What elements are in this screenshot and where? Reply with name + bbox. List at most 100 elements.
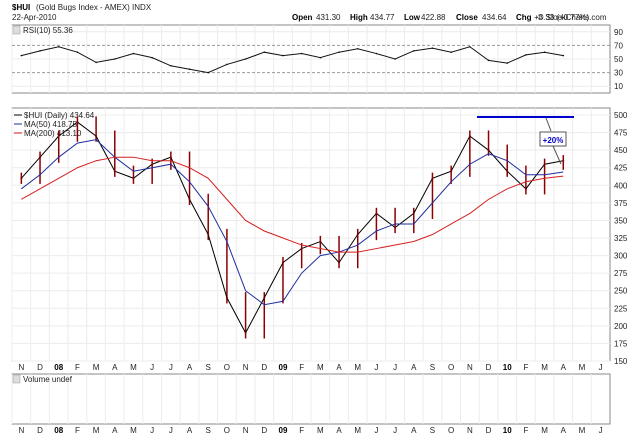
close-label: Close <box>456 13 478 22</box>
x-tick-label: M <box>541 363 548 372</box>
price-point <box>468 135 471 138</box>
legend-price: $HUI (Daily) 434.64 <box>24 111 95 120</box>
price-tick-label: 275 <box>614 269 628 278</box>
price-point <box>412 212 415 215</box>
open-label: Open <box>292 13 313 22</box>
x-tick-label-bottom: 08 <box>54 426 63 435</box>
x-tick-label: J <box>150 363 154 372</box>
x-tick-label: F <box>299 363 304 372</box>
index-name: (Gold Bugs Index - AMEX) INDX <box>36 3 152 12</box>
rsi-point <box>20 54 23 57</box>
legend-ma50: MA(50) 418.75 <box>24 120 77 129</box>
rsi-point <box>113 58 116 60</box>
x-tick-label-bottom: M <box>93 426 100 435</box>
price-point <box>57 135 60 138</box>
x-tick-label-bottom: D <box>486 426 492 435</box>
rsi-point <box>356 48 359 50</box>
rsi-point <box>300 52 303 55</box>
x-tick-label-bottom: M <box>579 426 586 435</box>
rsi-tick-label: 50 <box>614 55 623 64</box>
x-tick-label-bottom: M <box>541 426 548 435</box>
rsi-point <box>39 50 41 52</box>
volume-collapse-icon[interactable] <box>12 374 21 384</box>
x-tick-label-bottom: F <box>75 426 80 435</box>
price-point <box>375 212 378 215</box>
x-tick-label-bottom: A <box>561 426 567 435</box>
rsi-point <box>76 51 79 53</box>
rsi-point <box>431 47 434 49</box>
low-value: 422.88 <box>421 13 446 22</box>
x-tick-label-bottom: M <box>130 426 137 435</box>
rsi-point <box>244 58 247 60</box>
price-series-line <box>20 121 564 334</box>
price-point <box>113 170 116 173</box>
percent-callout: +20% <box>543 136 564 145</box>
price-tick-label: 375 <box>614 199 628 208</box>
rsi-collapse-icon[interactable] <box>12 25 21 35</box>
price-tick-label: 425 <box>614 164 628 173</box>
x-tick-label: D <box>486 363 492 372</box>
rsi-point <box>487 59 490 62</box>
legend-ma200: MA(200) 413.10 <box>24 129 82 138</box>
x-tick-label: J <box>393 363 397 372</box>
price-tick-label: 500 <box>614 111 628 120</box>
rsi-point <box>151 56 153 59</box>
rsi-point <box>412 50 415 52</box>
low-label: Low <box>404 13 421 22</box>
price-tick-label: 450 <box>614 146 628 155</box>
price-point <box>562 159 565 162</box>
x-tick-label-bottom: M <box>354 426 361 435</box>
rsi-point <box>226 63 228 66</box>
price-point <box>39 156 42 159</box>
price-tick-label: 350 <box>614 216 628 225</box>
price-point <box>132 177 135 180</box>
x-tick-label-bottom: D <box>261 426 267 435</box>
x-tick-label: J <box>169 363 173 372</box>
rsi-tick-label: 10 <box>614 82 623 91</box>
x-tick-label: M <box>93 363 100 372</box>
rsi-point <box>469 45 471 48</box>
price-point <box>207 233 210 236</box>
price-tick-label: 250 <box>614 287 628 296</box>
x-tick-label: D <box>261 363 267 372</box>
price-point <box>169 156 172 159</box>
price-tick-label: 400 <box>614 181 628 190</box>
rsi-point <box>95 61 97 64</box>
rsi-point <box>263 51 266 53</box>
x-tick-label: M <box>579 363 586 372</box>
x-tick-label-bottom: 09 <box>279 426 288 435</box>
x-tick-label-bottom: A <box>336 426 342 435</box>
rsi-point <box>188 68 191 70</box>
x-tick-label: 10 <box>503 363 512 372</box>
grid-lines <box>11 25 610 424</box>
x-tick-label-bottom: J <box>393 426 397 435</box>
price-point <box>431 177 434 180</box>
rsi-point <box>394 58 396 60</box>
x-tick-label-bottom: S <box>206 426 211 435</box>
rsi-label: RSI(10) 55.36 <box>23 26 73 35</box>
x-tick-label-bottom: A <box>112 426 118 435</box>
x-tick-label: A <box>561 363 567 372</box>
rsi-point <box>338 51 340 53</box>
rsi-point <box>57 45 60 48</box>
price-point <box>188 198 191 201</box>
x-tick-label-bottom: M <box>317 426 324 435</box>
rsi-tick-label: 30 <box>614 69 623 78</box>
rsi-point <box>170 65 172 67</box>
x-tick-label-bottom: J <box>374 426 378 435</box>
rsi-point <box>319 56 322 59</box>
rsi-point <box>543 51 546 53</box>
chg-value: +3.33 (+0.77%) <box>534 13 589 22</box>
price-tick-label: 150 <box>614 357 628 366</box>
price-point <box>524 187 527 190</box>
rsi-tick-label: 70 <box>614 41 623 50</box>
callout-pointer <box>552 145 562 165</box>
x-tick-label-bottom: F <box>523 426 528 435</box>
high-label: High <box>350 13 368 22</box>
price-tick-label: 175 <box>614 339 628 348</box>
price-point <box>394 226 397 229</box>
rsi-point <box>450 51 452 53</box>
x-tick-label-bottom: O <box>448 426 454 435</box>
ma200-series-line <box>21 156 564 253</box>
